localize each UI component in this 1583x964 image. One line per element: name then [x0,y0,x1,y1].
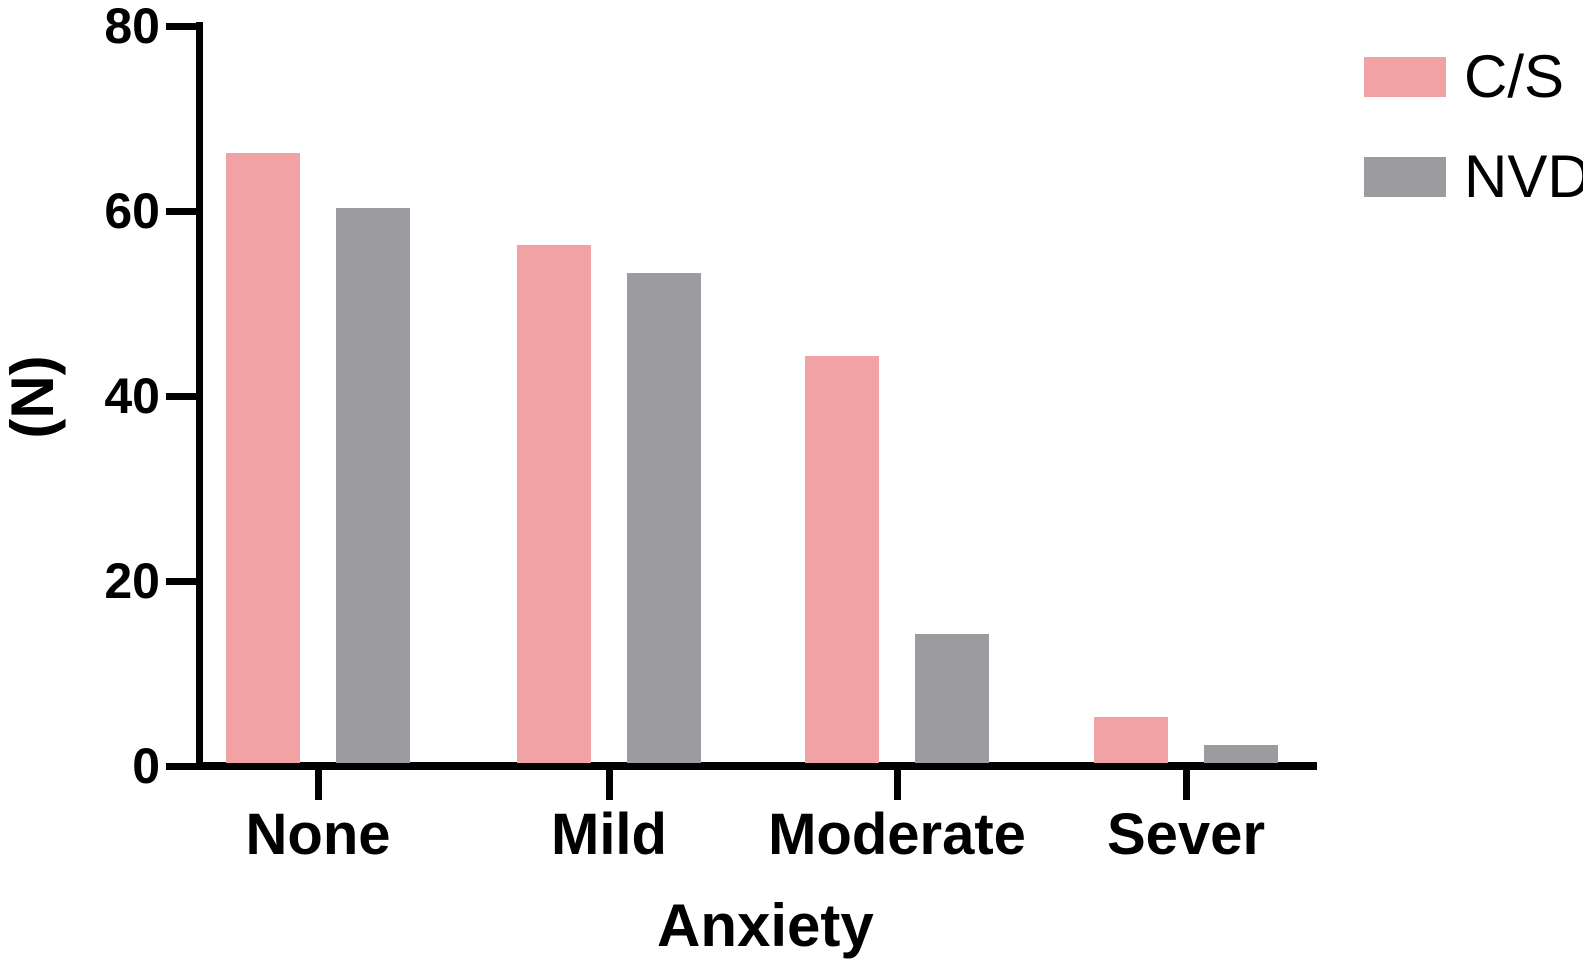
bar-nvd-sever [1204,744,1278,763]
legend-label-c-s: C/S [1464,43,1565,110]
x-tick-label-sever: Sever [1106,802,1266,867]
bar-nvd-mild [627,272,701,763]
y-axis-tick [166,577,196,585]
x-axis-tick-mild [605,770,613,800]
x-axis-line [196,762,1317,770]
legend-swatch-c-s [1364,57,1446,97]
y-axis-tick [166,22,196,30]
legend-swatch-nvd [1364,157,1446,197]
bar-nvd-moderate [915,633,989,763]
y-tick-label-20: 20 [104,553,160,609]
x-tick-label-none: None [245,802,391,867]
x-tick-label-mild: Mild [551,802,667,867]
y-axis-line [196,22,203,770]
legend-label-nvd: NVD [1464,143,1583,210]
x-tick-label-moderate: Moderate [768,802,1026,867]
legend-item-c-s: C/S [1364,41,1564,113]
y-tick-label-0: 0 [132,738,160,794]
y-tick-label-40: 40 [104,368,160,424]
y-axis-tick [166,392,196,400]
y-axis-tick [166,762,196,770]
y-axis-tick [166,207,196,215]
bar-c-s-sever [1094,716,1168,763]
bar-c-s-mild [517,245,591,763]
bar-c-s-none [226,152,300,763]
y-tick-label-60: 60 [104,183,160,239]
x-axis-tick-none [314,770,322,800]
bar-c-s-moderate [805,356,879,763]
y-tick-label-80: 80 [104,0,160,54]
x-axis-title: Anxiety [657,892,874,959]
x-axis-tick-moderate [893,770,901,800]
legend-item-nvd: NVD [1364,141,1583,213]
x-axis-tick-sever [1182,770,1190,800]
bar-nvd-none [336,208,410,763]
